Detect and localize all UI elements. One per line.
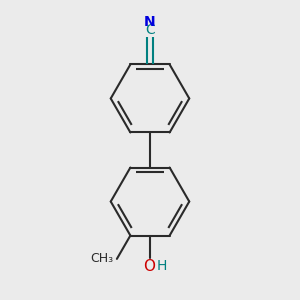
Text: N: N	[144, 15, 156, 28]
Text: CH₃: CH₃	[90, 252, 113, 266]
Text: C: C	[145, 22, 155, 37]
Text: O: O	[143, 259, 155, 274]
Text: H: H	[157, 259, 167, 273]
